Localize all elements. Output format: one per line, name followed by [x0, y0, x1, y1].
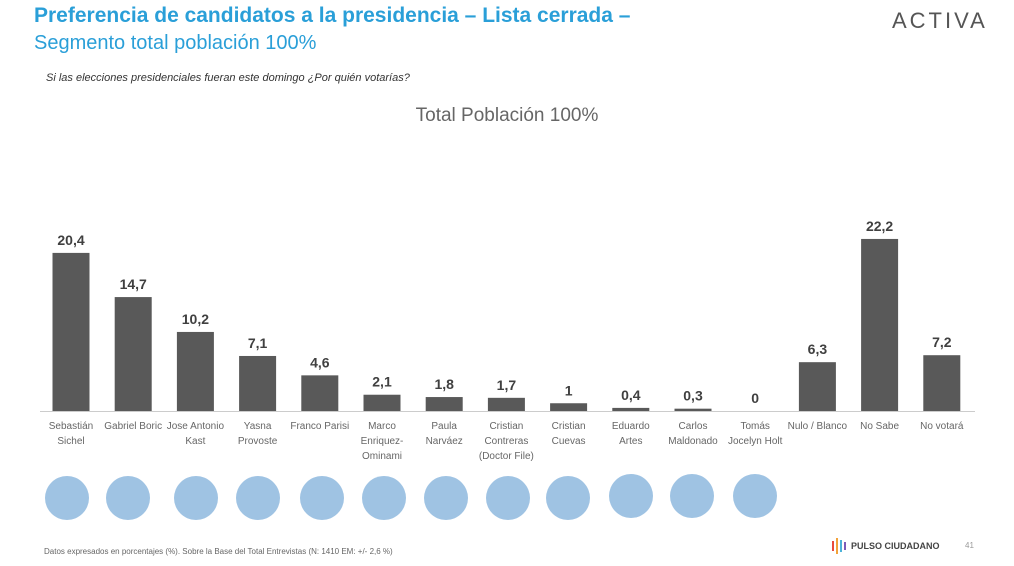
photo [670, 474, 714, 518]
category-label: Tomás Jocelyn Holt [727, 421, 783, 447]
photo [424, 476, 468, 520]
bar [363, 394, 401, 411]
photo [609, 474, 653, 518]
category-label: Jose Antonio Kast [166, 421, 225, 447]
brand-logo: ACTIVA [892, 8, 988, 33]
photo [362, 476, 406, 520]
category-label: Carlos Maldonado [668, 421, 718, 447]
bar [923, 355, 961, 411]
page-number: 41 [965, 541, 974, 550]
data-label: 4,6 [310, 354, 330, 370]
data-label: 1,7 [497, 377, 517, 393]
bar [114, 297, 152, 411]
footer-logo: PULSO CIUDADANO [851, 541, 940, 551]
bar [425, 397, 463, 411]
photo [236, 476, 280, 520]
data-label: 6,3 [808, 341, 828, 357]
data-label: 0 [751, 390, 759, 406]
photo [45, 476, 89, 520]
photo [106, 476, 150, 520]
data-label: 2,1 [372, 374, 392, 390]
pulso-icon [832, 538, 846, 554]
icon-bar [836, 538, 838, 554]
bar [176, 331, 214, 411]
photo [174, 476, 218, 520]
bar [612, 407, 650, 411]
bar [52, 252, 90, 411]
bar [861, 238, 899, 411]
icon-bar [840, 540, 842, 552]
icon-bar [832, 541, 834, 551]
data-label: 20,4 [57, 232, 84, 248]
bar [674, 408, 712, 411]
category-label: No Sabe [860, 421, 900, 432]
category-label: Marco Enriquez-Ominami [360, 421, 404, 462]
photo [486, 476, 530, 520]
photo [733, 474, 777, 518]
data-label: 1,8 [434, 376, 454, 392]
category-label: Franco Parisi [290, 421, 350, 432]
slide-subtitle: Segmento total población 100% [34, 32, 317, 54]
category-label: Sebastián Sichel [48, 421, 94, 447]
bar [550, 403, 588, 411]
data-label: 0,4 [621, 387, 641, 403]
data-label: 0,3 [683, 388, 703, 404]
data-label: 14,7 [120, 276, 147, 292]
bar [487, 397, 525, 411]
data-label: 1 [565, 382, 573, 398]
category-label: Cristian Contreras (Doctor File) [478, 421, 534, 462]
chart-title: Total Población 100% [415, 105, 599, 126]
category-label: Paula Narváez [425, 421, 463, 447]
bar [239, 355, 277, 411]
data-label: 7,2 [932, 334, 952, 350]
data-label: 22,2 [866, 218, 893, 234]
photo [300, 476, 344, 520]
category-label: Nulo / Blanco [787, 421, 848, 432]
photo [546, 476, 590, 520]
bar [301, 375, 339, 411]
question: Si las elecciones presidenciales fueran … [46, 72, 410, 84]
slide-title: Preferencia de candidatos a la presidenc… [34, 4, 631, 27]
candidate-photos [45, 474, 777, 520]
data-label: 10,2 [182, 311, 209, 327]
category-label: No votará [920, 421, 964, 432]
category-label: Eduardo Artes [611, 421, 650, 447]
bar [798, 362, 836, 411]
category-label: Cristian Cuevas [551, 421, 586, 447]
category-label: Yasna Provoste [237, 421, 278, 447]
icon-bar [844, 542, 846, 550]
category-label: Gabriel Boric [104, 421, 163, 432]
footer-note: Datos expresados en porcentajes (%). Sob… [44, 547, 393, 556]
data-label: 7,1 [248, 335, 268, 351]
